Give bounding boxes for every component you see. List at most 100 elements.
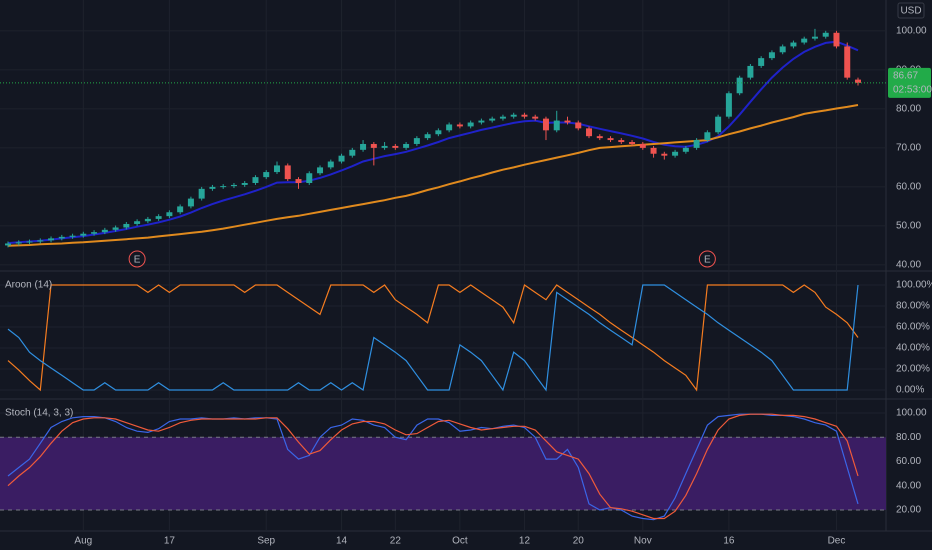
candle-body [575,122,582,129]
x-tick-label: 12 [519,536,531,547]
candle-body [424,134,431,139]
candle-body [596,136,603,139]
candle-body [715,116,722,133]
candle-body [629,142,636,144]
candle-body [144,218,151,222]
candle-body [499,116,506,119]
candle-body [758,58,765,66]
candle-body [855,79,861,83]
x-tick-label: Sep [257,536,275,547]
candle-body [467,122,474,127]
x-tick-label: 14 [336,536,348,547]
candle-body [521,114,528,117]
candle-body [69,235,76,237]
y-tick-label: 40.00 [896,480,921,491]
candle-body [177,206,184,213]
earnings-marker [698,250,716,268]
candle-body [639,143,646,148]
earnings-label: E [134,255,141,266]
y-tick-label: 100.00 [896,408,927,419]
candle-body [317,167,324,174]
last-price-tag [888,67,931,98]
candle-body [37,240,44,242]
candle-body [564,120,571,123]
candle-body [736,77,743,94]
currency: USD [900,6,921,17]
y-tick-label: 80.00 [896,432,921,443]
candle-body [618,140,625,143]
x-tick-label: Aug [74,536,92,547]
candle-body [747,65,754,78]
earnings-label: E [704,255,711,266]
candle-body [48,238,55,241]
panel-title: Aroon (14) [5,280,52,291]
candle-body [338,155,345,162]
candle-body [220,186,227,188]
candle-body [187,198,194,207]
candle-body [725,93,732,117]
countdown: 02:53:00 [893,84,932,95]
candle-body [403,143,410,148]
candle-body [801,38,808,43]
candle-body [532,116,539,119]
y-tick-label: 20.00 [896,505,921,516]
y-tick-label: 80.00% [896,301,930,312]
candle-body [80,233,87,236]
candle-body [693,140,700,148]
candle-body [230,184,237,187]
candle-body [607,138,614,141]
y-tick-label: 20.00% [896,364,930,375]
candle-body [833,32,840,47]
candle-body [844,46,851,78]
marks [0,28,886,521]
candle-body [134,221,141,224]
candle-body [101,229,108,233]
last-price: 86.67 [893,70,918,81]
candle-body [413,138,420,144]
candle-body [768,52,775,59]
y-tick-label: 50.00 [896,221,921,232]
x-tick-label: 16 [723,536,735,547]
candle-body [790,42,797,47]
x-tick-label: Oct [452,536,468,547]
candle-body [586,128,593,137]
y-tick-label: 40.00 [896,260,921,271]
candle-body [198,188,205,199]
candle-body [123,223,130,228]
candle-body [327,161,334,168]
candle-body [822,32,829,37]
series-line [7,413,859,521]
candle-body [295,179,302,183]
candle-body [166,212,173,217]
y-tick-label: 60.00 [896,456,921,467]
candle-body [209,186,216,189]
candle-body [91,232,98,234]
series-line [7,284,859,392]
candle-body [370,143,377,148]
panel-title: Stoch (14, 3, 3) [5,408,73,419]
candle-body [811,36,818,39]
candle-body [252,177,259,183]
candle-body [779,46,786,53]
candle-body [273,165,280,173]
y-tick-label: 100.00 [896,25,927,36]
candle-body [672,151,679,156]
y-tick-label: 80.00 [896,103,921,114]
y-tick-label: 100.00% [896,280,932,291]
currency-box [897,2,925,19]
stoch-band [0,437,886,510]
x-tick-label: Dec [828,536,846,547]
series-line [7,104,859,247]
x-tick-label: 17 [164,536,176,547]
candle-body [5,243,11,246]
series-line [7,413,859,520]
candle-body [446,124,453,131]
y-tick-label: 60.00% [896,322,930,333]
y-tick-label: 60.00 [896,182,921,193]
candle-body [263,172,270,178]
y-tick-label: 40.00% [896,343,930,354]
candle-body [26,241,33,243]
candle-body [661,153,668,156]
